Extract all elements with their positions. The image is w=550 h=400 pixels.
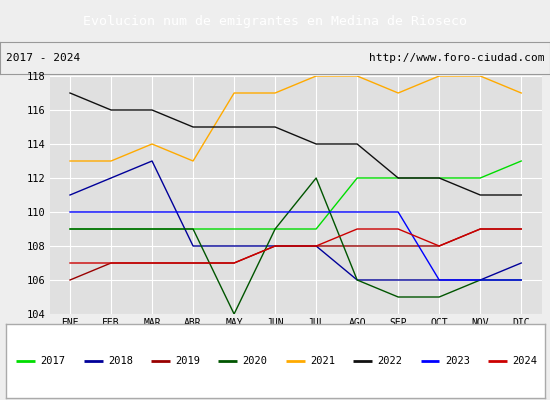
Text: 2017: 2017: [41, 356, 65, 366]
Text: 2019: 2019: [175, 356, 200, 366]
Text: 2018: 2018: [108, 356, 133, 366]
Text: http://www.foro-ciudad.com: http://www.foro-ciudad.com: [369, 53, 544, 63]
Text: 2017 - 2024: 2017 - 2024: [6, 53, 80, 63]
Text: Evolucion num de emigrantes en Medina de Rioseco: Evolucion num de emigrantes en Medina de…: [83, 14, 467, 28]
Text: 2022: 2022: [377, 356, 403, 366]
Text: 2021: 2021: [310, 356, 335, 366]
Text: 2020: 2020: [243, 356, 268, 366]
Text: 2024: 2024: [512, 356, 537, 366]
Text: 2023: 2023: [445, 356, 470, 366]
